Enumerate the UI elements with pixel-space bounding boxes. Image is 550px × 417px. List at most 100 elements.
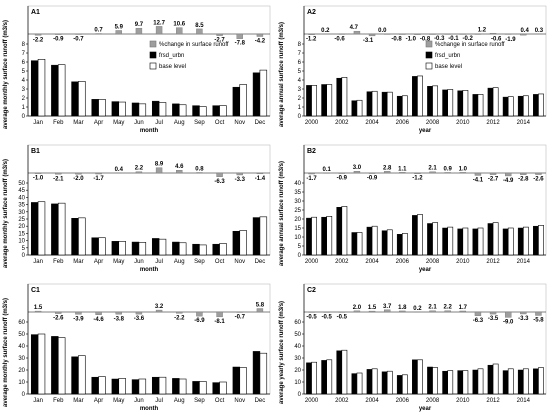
bar-pct-change bbox=[459, 172, 467, 174]
pct-label: -3.9 bbox=[73, 316, 84, 322]
x-tick-label: Aug bbox=[174, 398, 185, 404]
bar-base-level bbox=[402, 233, 408, 256]
y-tick-label: 50 bbox=[18, 332, 25, 338]
bar-frsd-urbn bbox=[533, 225, 539, 256]
x-axis-title: year bbox=[419, 128, 432, 134]
bar-base-level bbox=[447, 226, 454, 256]
bar-frsd-urbn bbox=[487, 87, 494, 117]
bar-pct-change bbox=[34, 33, 42, 36]
pct-label: -0.8 bbox=[391, 36, 402, 42]
bar-base-level bbox=[523, 368, 529, 395]
bar-frsd-urbn bbox=[487, 223, 494, 256]
bar-base-level bbox=[259, 216, 268, 256]
bar-pct-change bbox=[535, 172, 542, 175]
bar-pct-change bbox=[216, 311, 223, 318]
x-tick-label: Dec bbox=[255, 259, 266, 265]
x-tick-label: 2002 bbox=[335, 259, 349, 265]
x-tick-label: 2004 bbox=[365, 259, 379, 265]
bar-base-level bbox=[477, 227, 484, 256]
legend-base-level-swatch bbox=[425, 62, 433, 70]
pct-label: 4.7 bbox=[350, 25, 359, 31]
bar-base-level bbox=[507, 368, 514, 395]
bar-pct-change bbox=[520, 33, 527, 36]
bar-base-level bbox=[311, 85, 318, 117]
bar-frsd-urbn bbox=[232, 230, 240, 256]
bar-base-level bbox=[199, 106, 207, 117]
bar-frsd-urbn bbox=[412, 359, 418, 395]
x-tick-label: Nov bbox=[234, 120, 245, 126]
panel-label: A1 bbox=[31, 9, 40, 16]
bar-pct-change bbox=[504, 311, 512, 318]
bar-base-level bbox=[178, 378, 187, 395]
bar-pct-change bbox=[489, 311, 497, 315]
x-tick-label: Nov bbox=[234, 259, 245, 265]
pct-label: -3.5 bbox=[488, 316, 499, 322]
bar-pct-change bbox=[308, 33, 315, 35]
pct-label: -2.2 bbox=[174, 315, 185, 321]
bar-frsd-urbn bbox=[192, 243, 200, 256]
pct-label: -4.2 bbox=[255, 39, 266, 45]
pct-label: 2.2 bbox=[444, 305, 453, 311]
pct-label: 12.7 bbox=[153, 20, 165, 26]
x-tick-label: Aug bbox=[174, 259, 185, 265]
y-tick-label: 6 bbox=[298, 60, 302, 66]
bar-frsd-urbn bbox=[487, 364, 494, 395]
x-tick-label: 2000 bbox=[305, 398, 319, 404]
bar-base-level bbox=[432, 85, 439, 117]
bar-frsd-urbn bbox=[151, 238, 160, 256]
bar-pct-change bbox=[236, 172, 243, 176]
bar-frsd-urbn bbox=[321, 360, 327, 395]
pct-label: 0.4 bbox=[520, 28, 529, 34]
pct-label: -1.9 bbox=[505, 37, 516, 43]
pct-label: 2.8 bbox=[383, 165, 392, 171]
bar-frsd-urbn bbox=[151, 376, 160, 395]
x-tick-label: 2008 bbox=[426, 120, 440, 126]
bar-base-level bbox=[507, 96, 514, 117]
x-axis-title: month bbox=[140, 267, 159, 273]
bar-frsd-urbn bbox=[172, 103, 180, 117]
bar-frsd-urbn bbox=[172, 378, 180, 395]
bar-base-level bbox=[432, 222, 439, 256]
y-tick-label: 40 bbox=[18, 195, 25, 201]
y-tick-label: 2 bbox=[22, 96, 26, 102]
pct-label: -0.6 bbox=[491, 36, 502, 42]
bar-pct-change bbox=[176, 311, 183, 314]
y-tick-label: 5 bbox=[298, 244, 302, 250]
x-tick-label: Nov bbox=[234, 398, 245, 404]
bar-pct-change bbox=[216, 172, 223, 177]
y-axis-title: average annual surface runoff (m3/s) bbox=[279, 22, 285, 127]
bar-base-level bbox=[538, 225, 544, 256]
pct-label: -0.8 bbox=[420, 36, 431, 42]
bar-frsd-urbn bbox=[111, 378, 119, 395]
bar-base-level bbox=[326, 359, 333, 395]
bar-pct-change bbox=[135, 171, 143, 174]
y-tick-label: 25 bbox=[18, 217, 25, 223]
y-tick-label: 0 bbox=[22, 114, 26, 120]
bar-frsd-urbn bbox=[71, 218, 79, 256]
bar-frsd-urbn bbox=[396, 234, 403, 256]
y-tick-label: 15 bbox=[18, 231, 25, 237]
pct-label: -0.9 bbox=[367, 176, 378, 182]
bar-frsd-urbn bbox=[442, 370, 448, 395]
x-tick-label: Apr bbox=[94, 259, 103, 265]
y-tick-label: 7 bbox=[22, 51, 26, 57]
y-tick-label: 0 bbox=[22, 253, 26, 259]
bar-base-level bbox=[523, 226, 529, 256]
bar-pct-change bbox=[256, 172, 264, 175]
legend-pct-change-swatch bbox=[149, 40, 157, 48]
bar-pct-change bbox=[55, 172, 62, 175]
bar-base-level bbox=[386, 91, 393, 117]
bar-pct-change bbox=[95, 172, 102, 175]
bar-pct-change bbox=[489, 33, 497, 35]
x-tick-label: Oct bbox=[215, 259, 225, 265]
pct-label: 1.5 bbox=[368, 305, 377, 311]
bar-pct-change bbox=[95, 311, 102, 315]
bar-base-level bbox=[371, 225, 378, 256]
bar-frsd-urbn bbox=[412, 215, 418, 256]
bar-base-level bbox=[402, 95, 408, 117]
pct-label: 0.8 bbox=[195, 167, 204, 173]
y-tick-label: 25 bbox=[294, 208, 301, 214]
pct-label: -1.0 bbox=[33, 176, 44, 182]
bar-frsd-urbn bbox=[30, 334, 39, 395]
x-tick-label: Feb bbox=[53, 120, 64, 126]
